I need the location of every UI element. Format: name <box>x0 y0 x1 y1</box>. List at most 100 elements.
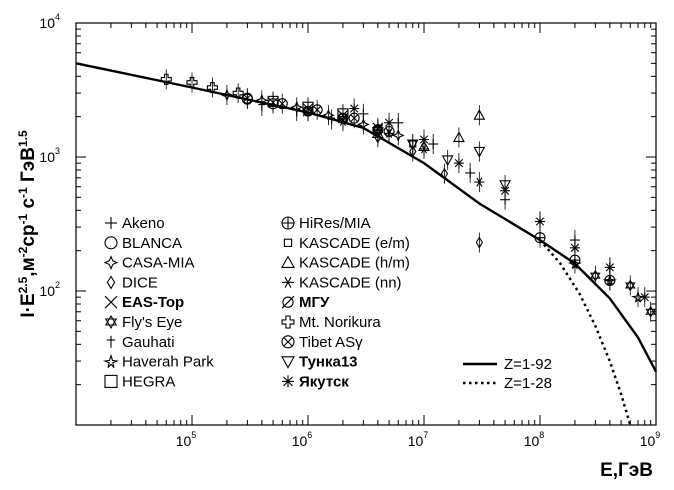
point-тунка13 <box>441 155 454 167</box>
marker-shape <box>102 353 120 368</box>
point-tibet-as- <box>276 98 288 110</box>
marker-shape <box>311 104 323 116</box>
marker-shape <box>104 374 118 388</box>
marker-shape <box>232 87 244 99</box>
point-haverah-park <box>630 290 646 303</box>
y-tick-label: 103 <box>39 146 60 165</box>
marker-shape <box>409 145 417 158</box>
point-gauhati <box>328 114 336 125</box>
marker-stroke <box>283 337 293 347</box>
marker-shape <box>624 279 636 292</box>
point-akeno <box>465 167 476 178</box>
legend-marker-hires-mia <box>281 216 295 230</box>
marker-shape <box>452 131 465 142</box>
marker-shape <box>645 305 656 318</box>
marker-shape <box>281 335 295 349</box>
point-тунка13 <box>473 146 486 158</box>
x-axis-title: E,ГэВ <box>600 460 653 481</box>
point-mt-norikura <box>160 73 172 85</box>
legend-label-gauhati: Gauhati <box>122 334 175 351</box>
marker-stroke <box>104 295 118 309</box>
y-tick-label: 104 <box>39 12 60 31</box>
x-tick-label: 106 <box>292 430 313 449</box>
marker-stroke <box>278 99 287 108</box>
marker-shape <box>630 290 646 303</box>
legend-marker-tibet-as- <box>281 335 295 349</box>
x-tick-label-exponent: 7 <box>423 430 428 440</box>
point-akeno <box>428 139 439 150</box>
marker-shape <box>371 126 384 138</box>
curve-z-1-28 <box>539 239 632 426</box>
marker-shape <box>282 296 294 308</box>
legend-label-eas-top: EAS-Top <box>122 294 184 311</box>
point-mt-norikura <box>232 87 244 99</box>
y-tick-label-exponent: 4 <box>55 12 60 22</box>
point-casa-mia <box>356 118 370 131</box>
marker-shape <box>104 314 118 330</box>
point-dice <box>440 167 449 180</box>
legend-label-haverah-park: Haverah Park <box>122 354 214 371</box>
legend-marker-akeno <box>105 217 117 229</box>
point-fly-s-eye <box>590 269 601 282</box>
legend-marker-dice <box>106 275 116 290</box>
legend-label-z-1-28: Z=1-28 <box>504 375 552 392</box>
x-tick-label-exponent: 5 <box>191 430 196 440</box>
point-мгу <box>337 112 349 124</box>
marker-shape <box>338 113 348 123</box>
legend-label-tibet-as-: Tibet ASγ <box>299 334 363 351</box>
point-casa-mia <box>391 128 405 142</box>
legend-label-hires-mia: HiRes/MIA <box>299 215 371 232</box>
legend-label-kascade-h-m-: KASCADE (h/m) <box>299 255 410 272</box>
marker-shape <box>473 109 486 120</box>
point-тунка13 <box>371 126 384 138</box>
marker-shape <box>241 92 253 104</box>
legend-label-z-1-92: Z=1-92 <box>504 356 552 373</box>
legend-marker-eas-top <box>104 295 118 309</box>
marker-stroke <box>337 112 349 124</box>
marker-stroke <box>500 186 510 195</box>
point-dice <box>475 236 483 249</box>
marker-stroke <box>284 276 292 288</box>
point-dice <box>409 145 417 158</box>
marker-shape <box>206 81 218 94</box>
marker-stroke <box>384 118 394 127</box>
legend-label-fly-s-eye: Fly's Eye <box>122 314 182 331</box>
legend-marker-мгу <box>281 295 295 309</box>
marker-shape <box>473 146 486 158</box>
point-kascade-h-m- <box>473 109 486 120</box>
point-fly-s-eye <box>624 279 636 292</box>
plot-frame <box>75 22 657 426</box>
marker-stroke <box>283 376 293 387</box>
marker-shape <box>281 315 295 329</box>
legend-marker-casa-mia <box>103 255 119 270</box>
legend-label-dice: DICE <box>122 274 158 291</box>
y-tick-label-exponent: 2 <box>55 280 60 290</box>
x-tick-label: 108 <box>524 430 545 449</box>
point-gauhati <box>258 101 266 112</box>
point-якутск <box>639 292 650 303</box>
point-kascade-h-m- <box>452 131 465 142</box>
legend-label-kascade-nn-: KASCADE (nn) <box>299 274 402 291</box>
marker-shape <box>281 255 295 268</box>
marker-stroke <box>419 135 429 144</box>
marker-shape <box>104 236 118 250</box>
legend-label-kascade-e-m-: KASCADE (e/m) <box>299 235 410 252</box>
point-якутск <box>535 216 545 227</box>
legend-marker-fly-s-eye <box>104 314 118 330</box>
marker-shape <box>440 167 449 180</box>
legend: Akeno BLANCA CASA-MIA DICE EAS-Top Fly's Eye G… <box>102 215 552 392</box>
marker-stroke <box>640 292 649 302</box>
point-casa-mia <box>322 108 335 122</box>
point-gauhati <box>293 106 301 117</box>
legend-marker-kascade-e-m- <box>283 238 293 247</box>
marker-shape <box>441 155 454 167</box>
x-tick-label-exponent: 9 <box>655 430 660 440</box>
legend-label-якутск: Якутск <box>299 373 349 390</box>
marker-stroke <box>302 105 314 117</box>
point-якутск <box>419 134 429 145</box>
legend-label-casa-mia: CASA-MIA <box>122 255 195 272</box>
marker-stroke <box>454 158 464 168</box>
point-mt-norikura <box>206 81 218 94</box>
legend-marker-mt-norikura <box>281 315 295 329</box>
marker-shape <box>322 108 335 122</box>
